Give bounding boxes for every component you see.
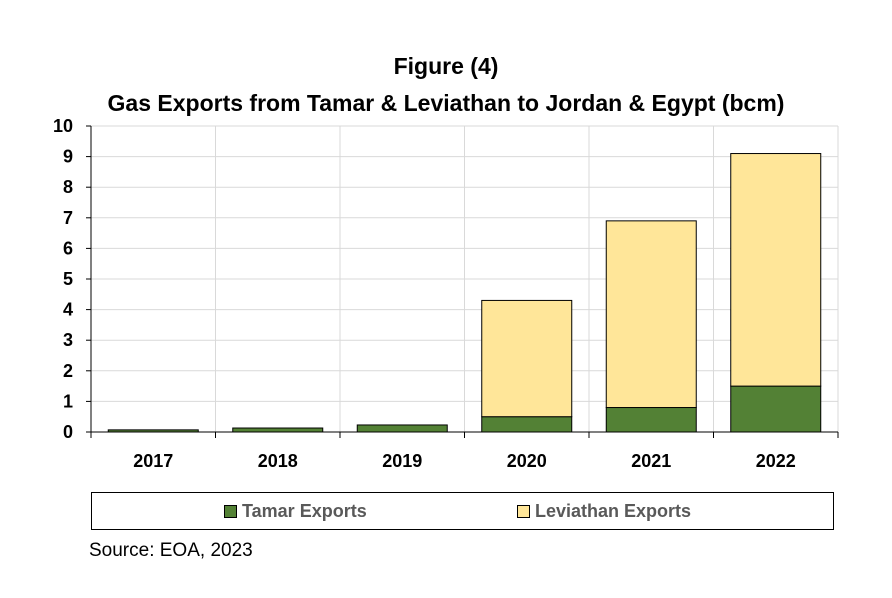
y-tick-label: 10 bbox=[53, 116, 73, 136]
bar-tamar-2020 bbox=[481, 416, 573, 433]
y-tick-label: 1 bbox=[63, 391, 73, 411]
bar-tamar-2021 bbox=[605, 407, 697, 433]
chart-title: Figure (4) bbox=[393, 53, 499, 79]
legend-label-tamar: Tamar Exports bbox=[242, 500, 367, 521]
legend-swatch-leviathan bbox=[517, 504, 530, 518]
chart-legend: Tamar Exports Leviathan Exports bbox=[91, 492, 834, 530]
bar-leviathan-2021 bbox=[605, 220, 697, 409]
x-tick-label: 2018 bbox=[258, 451, 298, 471]
bar-leviathan-2020 bbox=[481, 299, 573, 418]
y-tick-label: 9 bbox=[63, 147, 73, 167]
legend-item-tamar: Tamar Exports bbox=[224, 493, 367, 529]
chart-subtitle: Gas Exports from Tamar & Leviathan to Jo… bbox=[107, 90, 785, 116]
bar-tamar-2019 bbox=[356, 424, 448, 433]
y-tick-label: 8 bbox=[63, 177, 73, 197]
x-tick-label: 2019 bbox=[382, 451, 422, 471]
x-tick-label: 2021 bbox=[631, 451, 671, 471]
y-tick-label: 7 bbox=[63, 208, 73, 228]
x-tick-label: 2020 bbox=[507, 451, 547, 471]
bar-tamar-2018 bbox=[232, 427, 324, 433]
x-tick-label: 2017 bbox=[133, 451, 173, 471]
x-tick-label: 2022 bbox=[756, 451, 796, 471]
y-tick-label: 4 bbox=[63, 300, 73, 320]
source-note: Source: EOA, 2023 bbox=[89, 540, 253, 561]
y-tick-label: 2 bbox=[63, 361, 73, 381]
y-tick-label: 5 bbox=[63, 269, 73, 289]
bar-leviathan-2022 bbox=[730, 153, 822, 387]
bar-tamar-2022 bbox=[730, 385, 822, 433]
y-tick-label: 6 bbox=[63, 238, 73, 258]
legend-swatch-tamar bbox=[224, 504, 237, 518]
y-tick-label: 3 bbox=[63, 330, 73, 350]
y-tick-label: 0 bbox=[63, 422, 73, 442]
legend-item-leviathan: Leviathan Exports bbox=[517, 493, 691, 529]
legend-label-leviathan: Leviathan Exports bbox=[535, 500, 692, 521]
